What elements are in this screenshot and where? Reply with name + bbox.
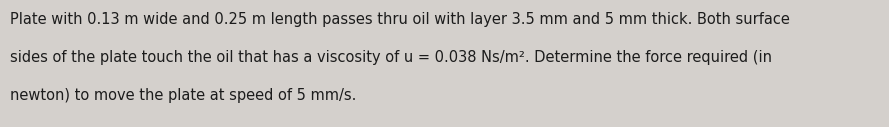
Text: Plate with 0.13 m wide and 0.25 m length passes thru oil with layer 3.5 mm and 5: Plate with 0.13 m wide and 0.25 m length… xyxy=(10,12,789,27)
Text: newton) to move the plate at speed of 5 mm/s.: newton) to move the plate at speed of 5 … xyxy=(10,88,356,103)
Text: sides of the plate touch the oil that has a viscosity of u = 0.038 Ns/m². Determ: sides of the plate touch the oil that ha… xyxy=(10,50,772,65)
